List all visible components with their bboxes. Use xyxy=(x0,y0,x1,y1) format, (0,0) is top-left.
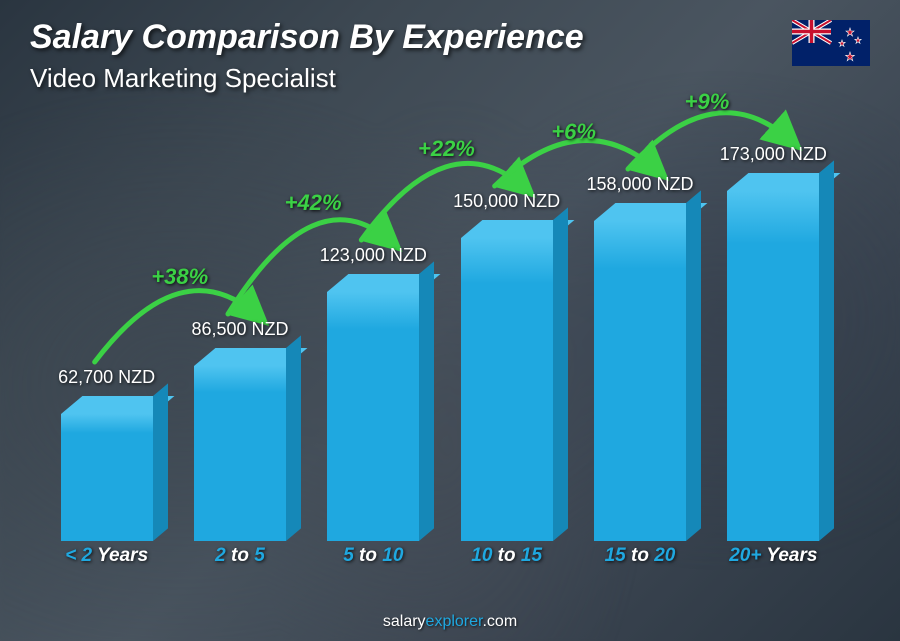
category-label: 15 to 20 xyxy=(573,545,706,581)
growth-arc-label: +22% xyxy=(418,136,475,162)
bars-container: 62,700 NZD86,500 NZD 123,000 NZD150,000 N… xyxy=(40,150,840,541)
header: Salary Comparison By Experience Video Ma… xyxy=(30,18,870,94)
bar-value-label: 173,000 NZD xyxy=(693,144,853,165)
bar-slot: 158,000 NZD xyxy=(573,150,706,541)
footer-brand: salaryexplorer.com xyxy=(0,613,900,631)
bar-front xyxy=(61,414,153,541)
bar-side-face xyxy=(153,383,168,541)
page-title: Salary Comparison By Experience xyxy=(30,18,870,57)
bar xyxy=(594,221,686,541)
bar-slot: 62,700 NZD xyxy=(40,150,173,541)
growth-arc-label: +9% xyxy=(685,89,730,115)
category-label: 2 to 5 xyxy=(173,545,306,581)
category-label: 20+ Years xyxy=(707,545,840,581)
bar-side-face xyxy=(286,335,301,541)
bar-value-label: 86,500 NZD xyxy=(160,319,320,340)
brand-suffix: .com xyxy=(482,613,517,630)
bar xyxy=(727,191,819,541)
bar-value-label: 62,700 NZD xyxy=(27,367,187,388)
page-subtitle: Video Marketing Specialist xyxy=(30,63,870,94)
bar xyxy=(461,238,553,541)
bar-side-face xyxy=(419,261,434,541)
growth-arc-label: +38% xyxy=(151,264,208,290)
bar-front xyxy=(594,221,686,541)
bar-value-label: 158,000 NZD xyxy=(560,174,720,195)
bar-front xyxy=(194,366,286,541)
bar-front xyxy=(461,238,553,541)
salary-chart: 62,700 NZD86,500 NZD 123,000 NZD150,000 N… xyxy=(40,150,840,581)
category-labels: < 2 Years2 to 55 to 1010 to 1515 to 2020… xyxy=(40,545,840,581)
bar xyxy=(61,414,153,541)
bar-front xyxy=(327,292,419,541)
growth-arc-label: +6% xyxy=(551,119,596,145)
brand-accent: explorer xyxy=(426,613,483,630)
bar-slot: 150,000 NZD xyxy=(440,150,573,541)
category-label: 10 to 15 xyxy=(440,545,573,581)
category-label: < 2 Years xyxy=(40,545,173,581)
bar-front xyxy=(727,191,819,541)
bar-side-face xyxy=(819,160,834,541)
brand-prefix: salary xyxy=(383,613,426,630)
bar-slot: 173,000 NZD xyxy=(707,150,840,541)
bar-side-face xyxy=(553,207,568,541)
bar-side-face xyxy=(686,190,701,541)
bar-value-label: 123,000 NZD xyxy=(293,245,453,266)
bar xyxy=(194,366,286,541)
category-label: 5 to 10 xyxy=(307,545,440,581)
nz-flag-icon xyxy=(792,20,870,66)
bar xyxy=(327,292,419,541)
growth-arc-label: +42% xyxy=(285,190,342,216)
